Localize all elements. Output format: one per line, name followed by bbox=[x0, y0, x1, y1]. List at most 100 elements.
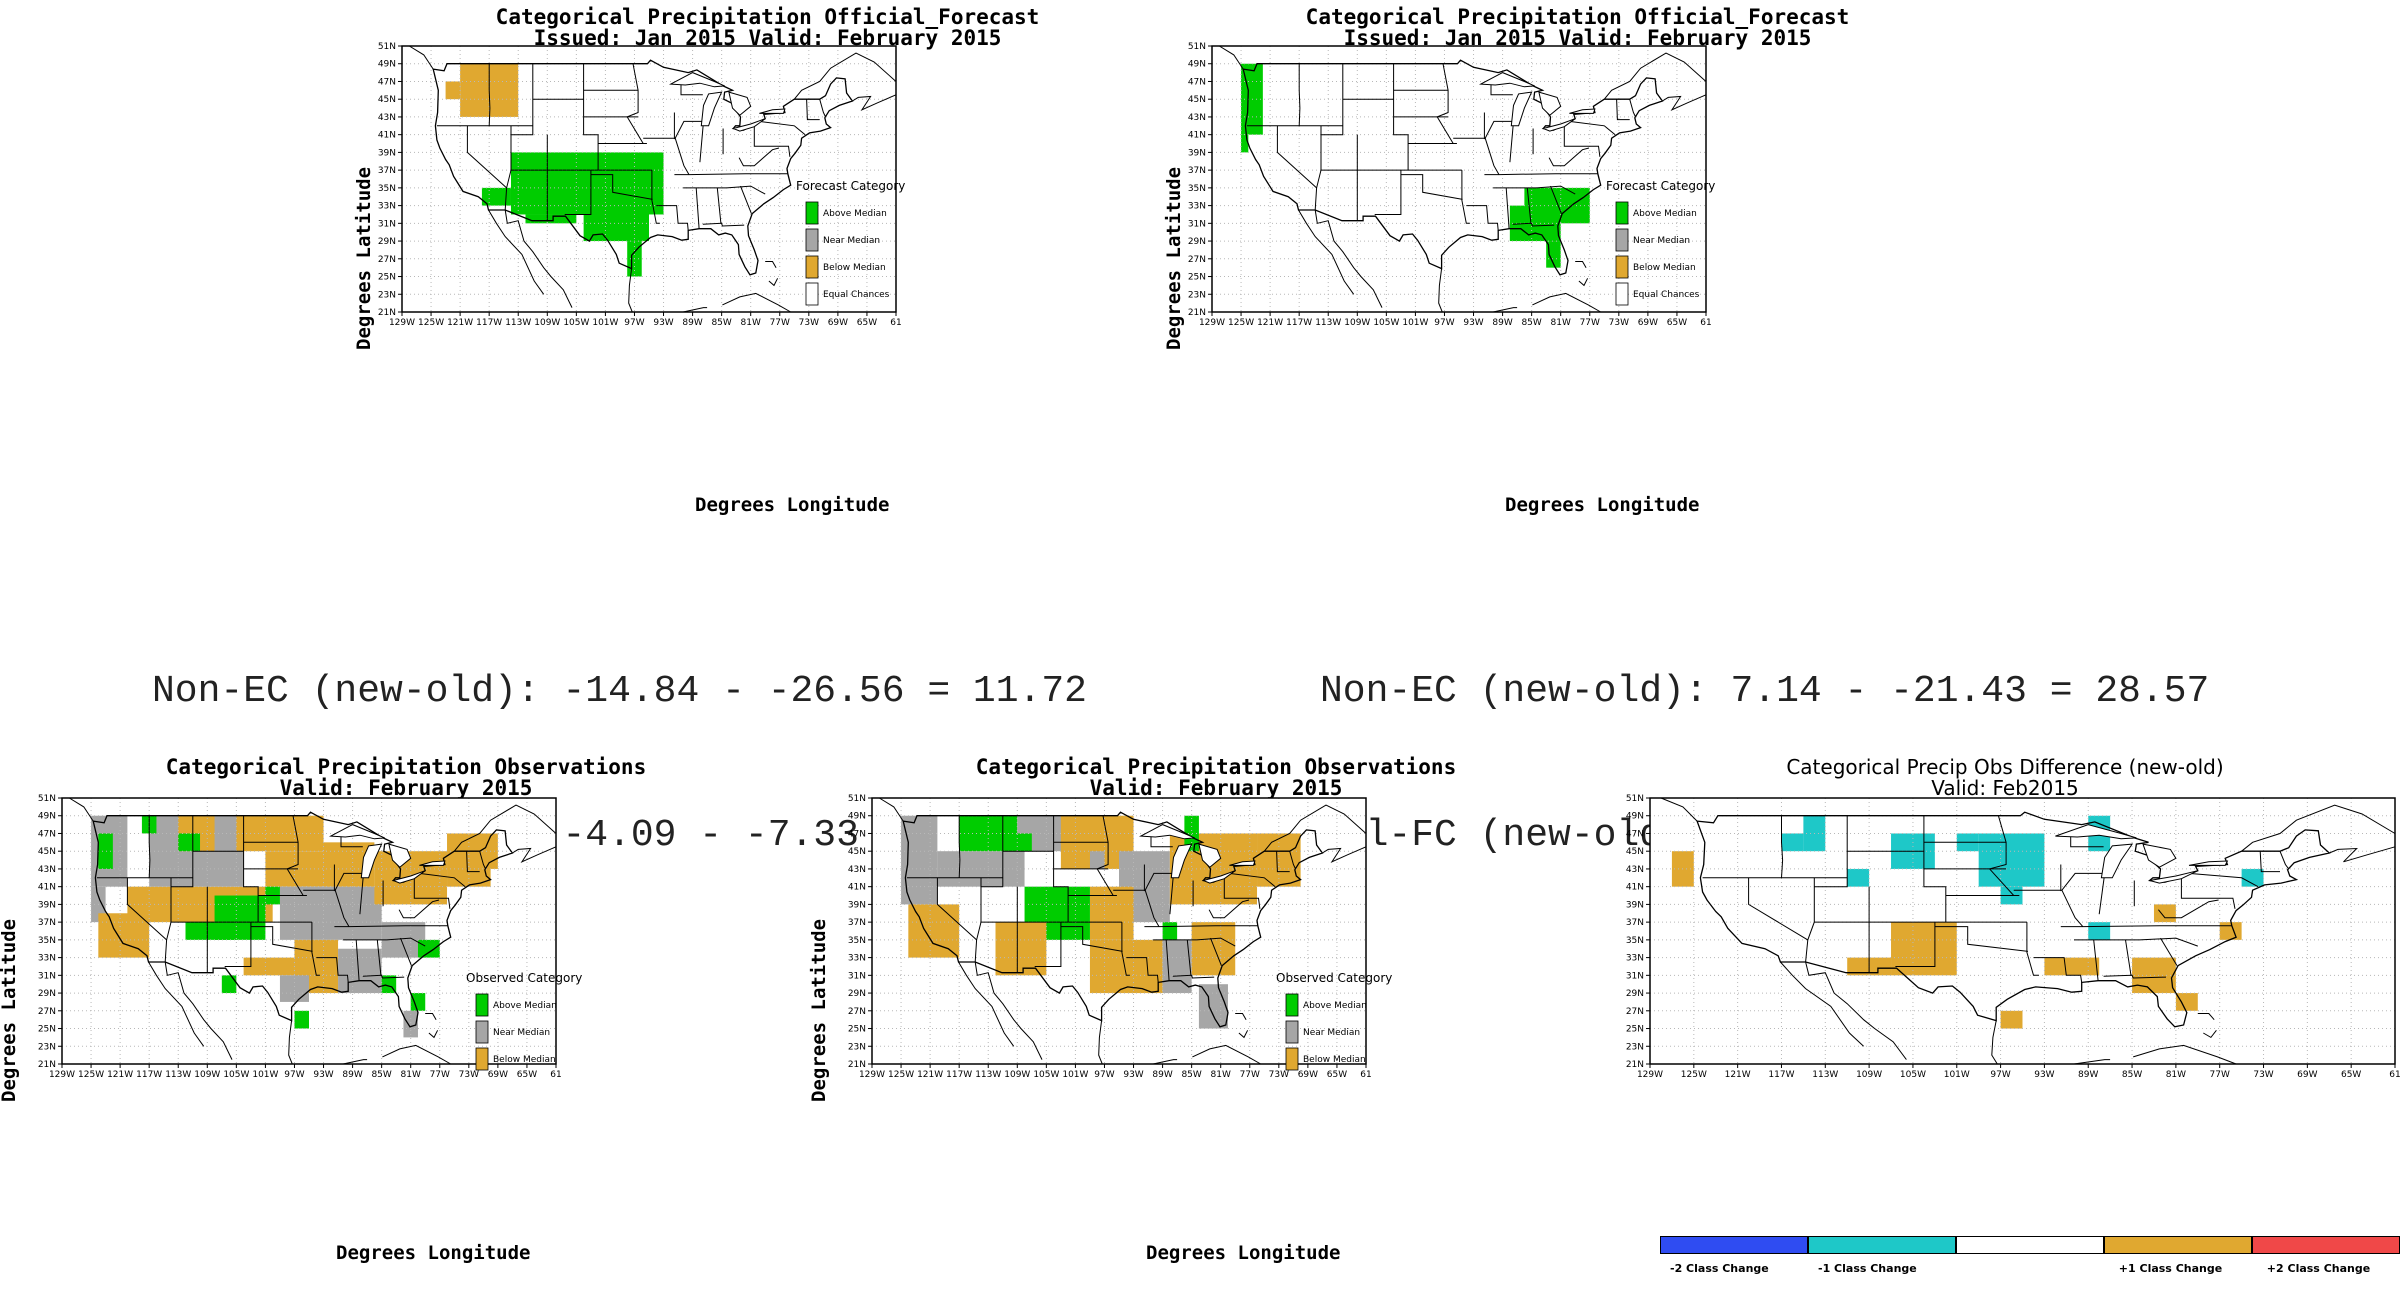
x-tick-label: 125W bbox=[888, 1070, 914, 1080]
state-boundary bbox=[674, 173, 788, 176]
y-tick-label: 41N bbox=[38, 883, 56, 893]
category-cell bbox=[1169, 833, 1258, 905]
state-boundary bbox=[1113, 872, 1174, 891]
x-tick-label: 113W bbox=[165, 1070, 191, 1080]
state-boundary bbox=[343, 937, 426, 947]
x-tick-label: 113W bbox=[505, 318, 531, 328]
legend-swatch bbox=[1615, 228, 1629, 252]
lake bbox=[1229, 860, 1256, 866]
x-axis-label: Degrees Longitude bbox=[1146, 1242, 1341, 1264]
x-tick-label: 77W bbox=[1240, 1070, 1260, 1080]
y-tick-label: 47N bbox=[38, 829, 56, 839]
y-tick-label: 43N bbox=[38, 865, 56, 875]
y-tick-label: 51N bbox=[1188, 42, 1206, 52]
state-boundary bbox=[1563, 125, 1601, 157]
lake bbox=[328, 824, 385, 840]
state-boundary bbox=[806, 99, 820, 121]
coastline bbox=[504, 209, 573, 308]
observation-map: 129W 125W 121W 117W 113W 109W 105W 101W 97W 93W 89… bbox=[38, 794, 583, 1080]
y-tick-label: 33N bbox=[1188, 202, 1206, 212]
lake bbox=[391, 870, 426, 884]
map-title-line2: Valid: February 2015 bbox=[279, 776, 533, 800]
coastline bbox=[1238, 1030, 1249, 1039]
state-boundary bbox=[504, 125, 512, 211]
state-boundary bbox=[316, 957, 349, 983]
x-tick-label: 109W bbox=[534, 318, 560, 328]
colorbar-segment bbox=[1660, 1236, 1808, 1254]
state-boundary bbox=[1453, 120, 1514, 139]
lake bbox=[759, 108, 786, 114]
observation-map-panel-left: Categorical Precipitation Observations V… bbox=[0, 752, 812, 1272]
category-cell bbox=[178, 833, 201, 852]
y-tick-label: 31N bbox=[1188, 219, 1206, 229]
plot-frame bbox=[871, 797, 1367, 1065]
y-tick-label: 27N bbox=[1626, 1007, 1644, 1017]
category-cell bbox=[1241, 134, 1249, 153]
coastline bbox=[1322, 846, 1367, 863]
x-tick-label: 69W bbox=[488, 1070, 508, 1080]
y-tick-label: 37N bbox=[38, 918, 56, 928]
plot-frame bbox=[1649, 797, 2396, 1065]
colorbar-label: +1 Class Change bbox=[2118, 1262, 2223, 1275]
state-boundary bbox=[2074, 937, 2198, 947]
x-tick-label: 101W bbox=[592, 318, 618, 328]
y-tick-label: 47N bbox=[848, 829, 866, 839]
coastline bbox=[164, 961, 233, 1060]
category-cell bbox=[2000, 1010, 2023, 1029]
x-tick-label: 117W bbox=[136, 1070, 162, 1080]
x-tick-label: 81W bbox=[741, 318, 761, 328]
state-boundary bbox=[753, 125, 791, 157]
state-boundary bbox=[1781, 815, 1784, 878]
y-tick-label: 35N bbox=[1626, 936, 1644, 946]
state-boundary bbox=[466, 851, 480, 873]
y-tick-label: 49N bbox=[1188, 60, 1206, 70]
y-tick-label: 23N bbox=[38, 1042, 56, 1052]
x-tick-label: 73W bbox=[1609, 318, 1629, 328]
lake bbox=[668, 72, 725, 88]
category-cell bbox=[1162, 939, 1192, 994]
coastline bbox=[1263, 804, 1367, 852]
category-cell bbox=[1010, 833, 1032, 852]
category-cells bbox=[1671, 815, 2264, 1029]
coastline bbox=[2197, 1013, 2215, 1021]
great-lakes bbox=[1138, 824, 1256, 884]
state-boundary bbox=[334, 890, 350, 927]
y-tick-label: 21N bbox=[848, 1060, 866, 1070]
legend-title: Observed Category bbox=[466, 971, 582, 985]
category-cell bbox=[2088, 922, 2111, 940]
state-boundary bbox=[674, 138, 690, 175]
x-axis-label: Degrees Longitude bbox=[695, 494, 890, 516]
legend-title: Observed Category bbox=[1276, 971, 1392, 985]
state-boundary bbox=[413, 877, 451, 909]
legend-label: Near Median bbox=[1303, 1028, 1360, 1038]
x-tick-label: 97W bbox=[1990, 1070, 2010, 1080]
x-tick-label: 105W bbox=[1373, 318, 1399, 328]
y-tick-label: 25N bbox=[378, 273, 396, 283]
category-cells bbox=[445, 63, 664, 277]
y-tick-label: 25N bbox=[848, 1025, 866, 1035]
y-tick-label: 37N bbox=[1188, 166, 1206, 176]
legend-swatch bbox=[1615, 255, 1629, 279]
state-boundary bbox=[419, 872, 466, 888]
map-title-line1: Categorical Precip Obs Difference (new-o… bbox=[1786, 755, 2224, 779]
y-tick-label: 29N bbox=[38, 989, 56, 999]
x-tick-label: 77W bbox=[2210, 1070, 2230, 1080]
x-tick-label: 81W bbox=[1211, 1070, 1231, 1080]
state-boundary bbox=[936, 877, 977, 941]
category-cell bbox=[1191, 922, 1236, 976]
y-tick-label: 31N bbox=[848, 971, 866, 981]
lake bbox=[1198, 843, 1222, 868]
y-tick-label: 27N bbox=[1188, 255, 1206, 265]
state-boundary bbox=[1321, 63, 1344, 136]
great-lakes bbox=[668, 72, 786, 132]
map-title-line2: Issued: Jan 2015 Valid: February 2015 bbox=[533, 26, 1002, 50]
state-boundaries bbox=[436, 63, 826, 231]
coastline bbox=[428, 1030, 439, 1039]
state-boundary bbox=[564, 170, 592, 215]
x-tick-label: 117W bbox=[1768, 1070, 1794, 1080]
y-tick-label: 51N bbox=[38, 794, 56, 804]
coastline bbox=[409, 45, 434, 70]
y-tick-label: 49N bbox=[38, 812, 56, 822]
coastline bbox=[2241, 804, 2396, 852]
y-tick-label: 47N bbox=[1626, 829, 1644, 839]
